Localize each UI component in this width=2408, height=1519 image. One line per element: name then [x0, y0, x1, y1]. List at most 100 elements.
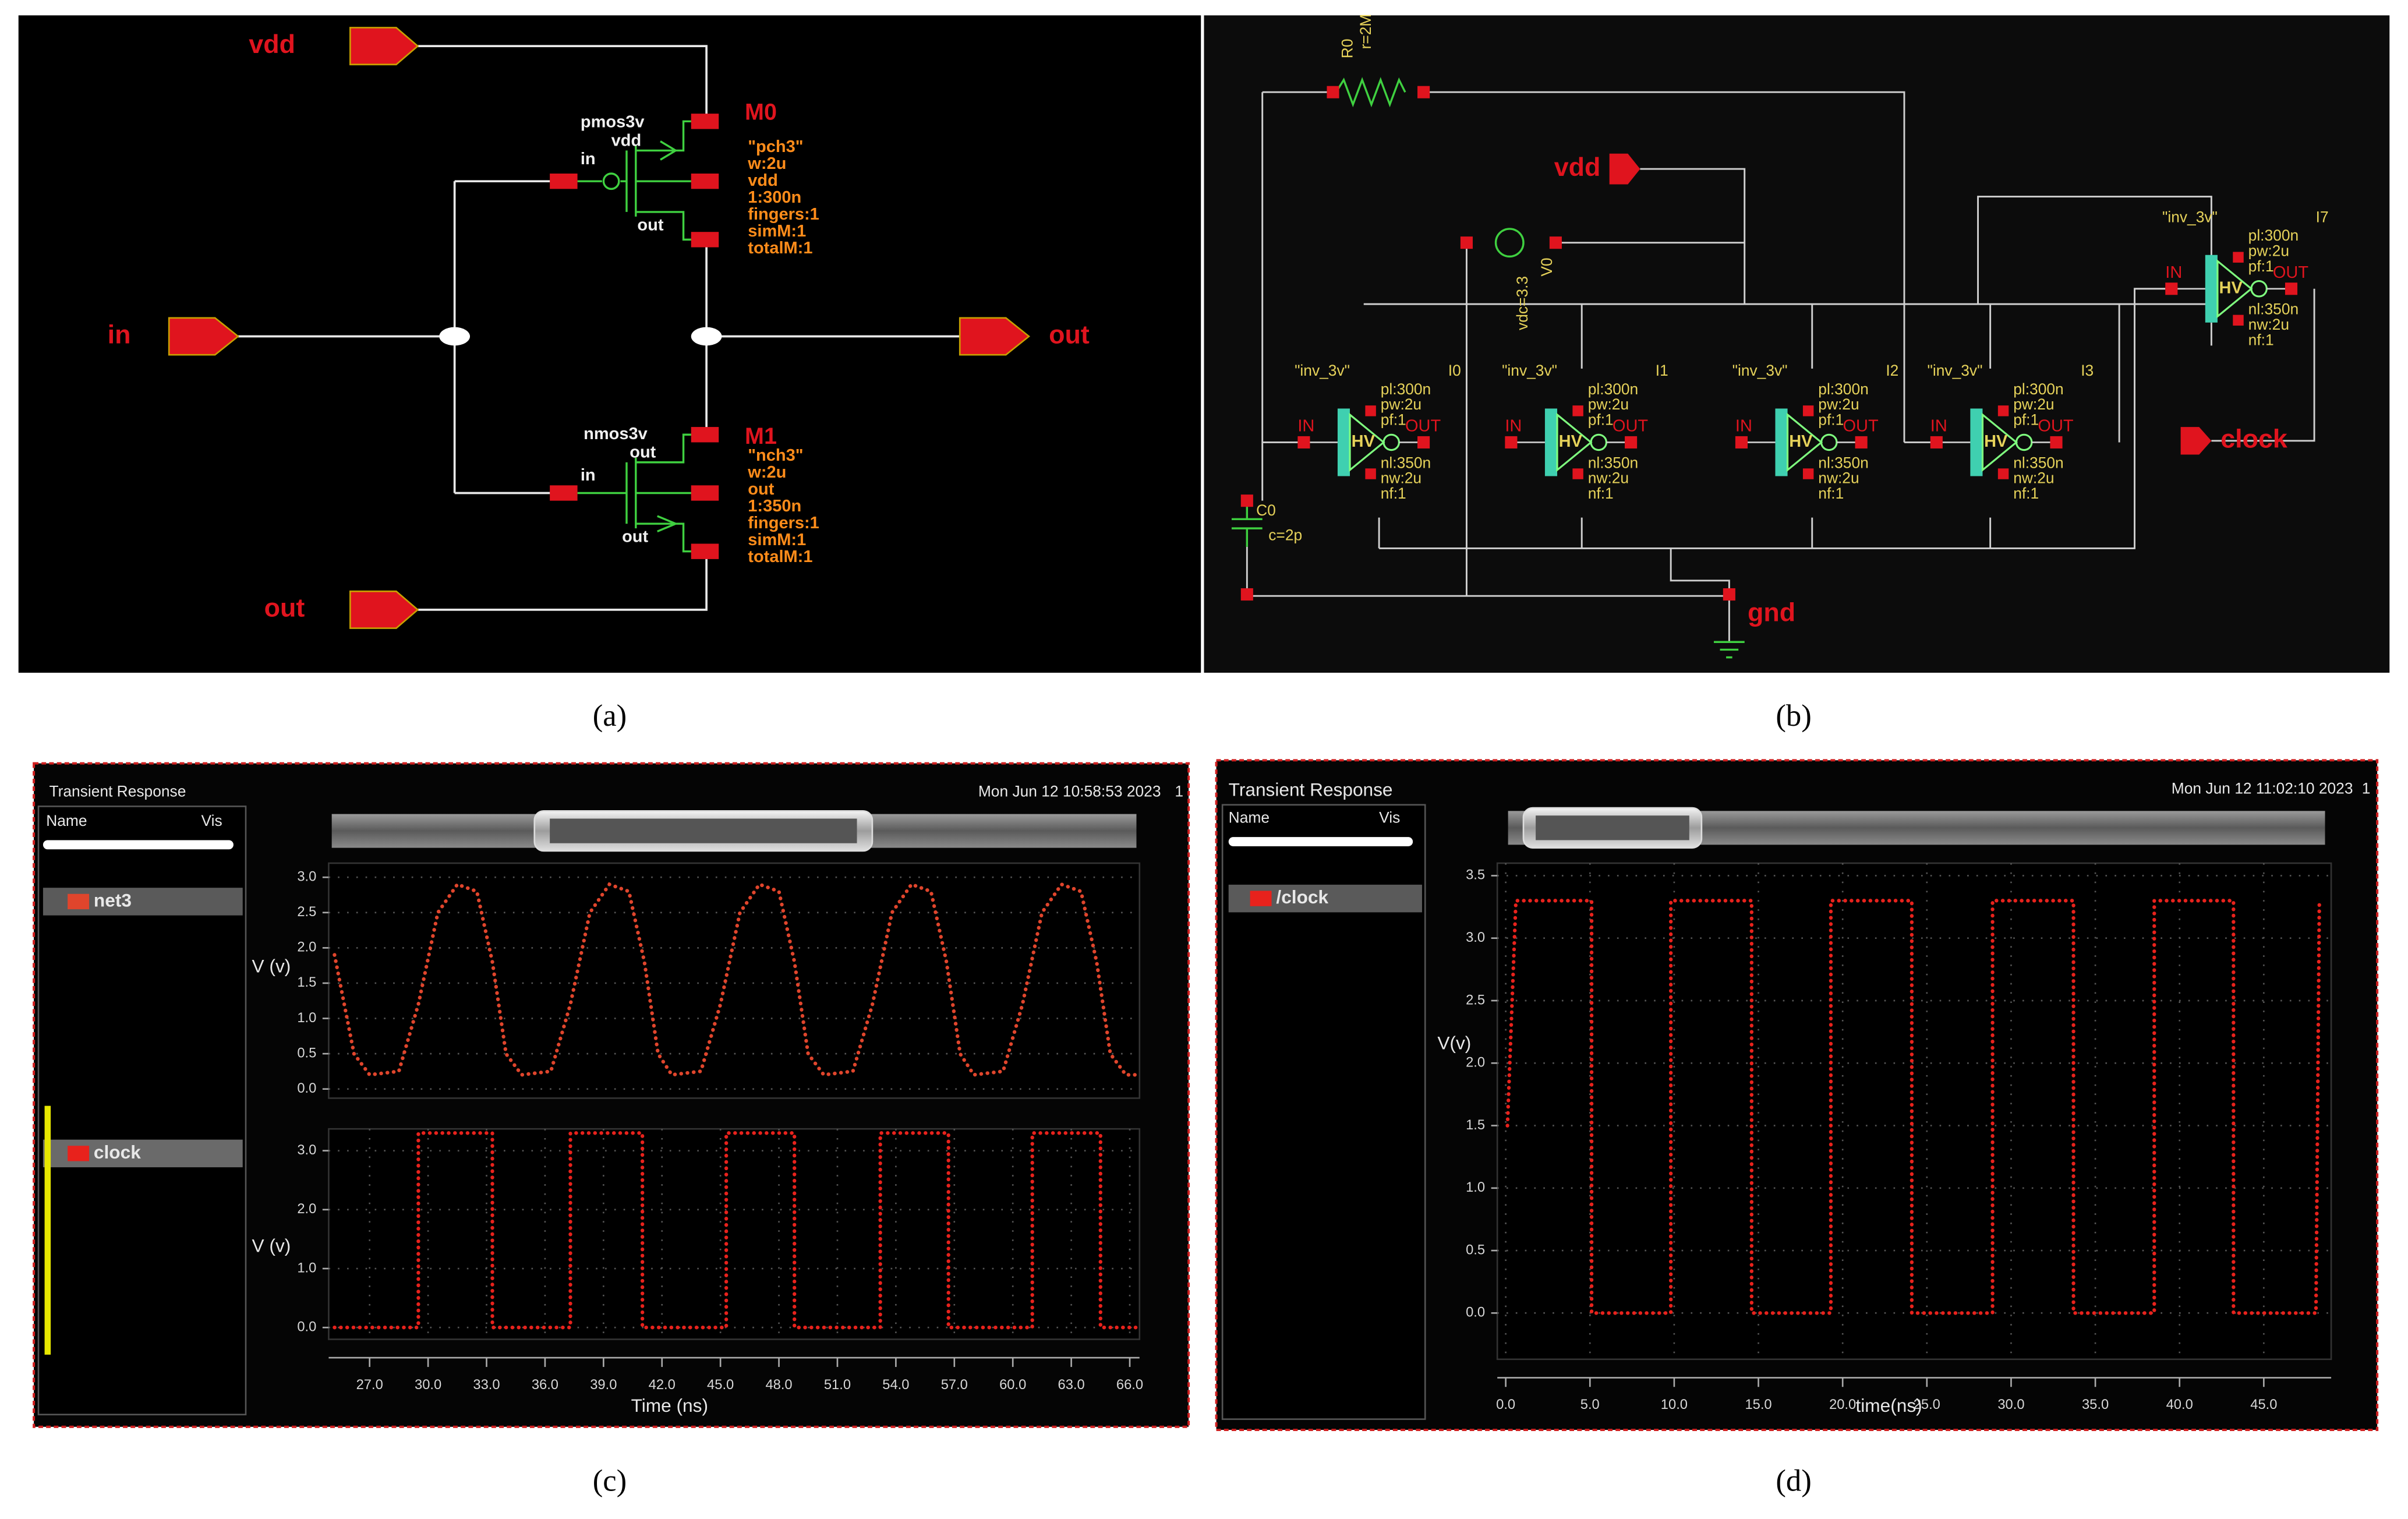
terminal — [2233, 252, 2244, 263]
panel — [1204, 15, 2390, 673]
terminal-label: out — [630, 443, 656, 462]
terminal — [1802, 468, 1814, 479]
terminal — [1365, 468, 1376, 479]
cell-name: "inv_3v" — [2162, 208, 2218, 225]
device-param: vdd — [748, 171, 778, 190]
device-param: fingers:1 — [748, 514, 819, 532]
instance-param: nf:1 — [2013, 485, 2039, 502]
x-tick-label: 40.0 — [2166, 1397, 2193, 1412]
scroll-knob-inner — [550, 818, 857, 843]
legend-entry: clock — [94, 1142, 141, 1163]
instance-param: nl:350n — [1381, 454, 1431, 471]
caption: (b) — [1776, 699, 1812, 733]
window-title: Transient Response — [1229, 779, 1393, 800]
cell-name: "inv_3v" — [1295, 362, 1350, 379]
inverter-bar — [2205, 255, 2218, 323]
terminal-label: in — [581, 150, 596, 168]
inverter-body — [1349, 412, 1385, 472]
instance-param: nf:1 — [1381, 485, 1406, 502]
inverter-core: HV — [1559, 432, 1583, 451]
nmos-symbol — [577, 433, 695, 553]
x-tick-label: 15.0 — [1745, 1397, 1771, 1412]
y-tick-label: 0.5 — [297, 1045, 316, 1061]
x-axis-label: Time (ns) — [631, 1395, 708, 1416]
terminal — [1240, 588, 1253, 601]
pin-label: out — [1049, 320, 1090, 349]
terminal-label: in — [581, 466, 596, 485]
page-number: 1 — [1175, 783, 1183, 800]
y-axis-label: V(v) — [1437, 1033, 1471, 1054]
x-tick-label: 27.0 — [356, 1377, 383, 1393]
terminal — [1327, 86, 1339, 98]
terminal — [2050, 436, 2063, 449]
port-label: IN — [2165, 263, 2182, 282]
terminal-label: out — [622, 528, 648, 546]
device-param: "nch3" — [748, 446, 803, 465]
terminal — [1997, 468, 2009, 479]
terminal — [2165, 282, 2178, 295]
inverter-core: HV — [1789, 432, 1813, 451]
instance-param: nf:1 — [1588, 485, 1614, 502]
x-tick-label: 30.0 — [1997, 1397, 2024, 1412]
instance-param: pl:300n — [2013, 380, 2063, 398]
instance-param: pf:1 — [2248, 257, 2274, 275]
scroll-knob-inner — [1536, 815, 1689, 840]
terminal — [1572, 468, 1583, 479]
inverter-bar — [1970, 408, 1983, 476]
model: pmos3v — [581, 113, 645, 132]
terminal — [1240, 494, 1253, 507]
terminal — [691, 114, 719, 129]
x-tick-label: 66.0 — [1116, 1377, 1143, 1393]
cell-name: "inv_3v" — [1928, 362, 1983, 379]
instance-param: pw:2u — [1588, 395, 1629, 413]
port-label: IN — [1735, 417, 1752, 436]
x-tick-label: 60.0 — [999, 1377, 1026, 1393]
inverter-bar — [1544, 408, 1558, 476]
search-box — [43, 840, 234, 850]
ground-symbol — [1713, 641, 1745, 659]
inverter-body — [1786, 412, 1823, 472]
plot-area — [328, 862, 1141, 1099]
instance-param: pf:1 — [2013, 411, 2039, 429]
device-param: totalM:1 — [748, 239, 812, 257]
column-header: Vis — [1379, 808, 1400, 826]
cell-name: "inv_3v" — [1502, 362, 1557, 379]
instance-param: nl:350n — [2013, 454, 2063, 471]
x-tick-label: 57.0 — [941, 1377, 968, 1393]
instance-name: I0 — [1448, 362, 1461, 379]
x-tick-label: 10.0 — [1661, 1397, 1688, 1412]
pin-label: vdd — [249, 30, 295, 59]
port-label: IN — [1930, 417, 1947, 436]
device-param: simM:1 — [748, 531, 806, 549]
y-tick-label: 2.5 — [297, 905, 316, 920]
junction — [691, 327, 722, 346]
terminal — [1297, 436, 1310, 449]
pin — [168, 27, 1030, 629]
terminal — [1855, 436, 1868, 449]
y-tick-label: 3.0 — [297, 1143, 316, 1158]
x-tick-label: 36.0 — [532, 1377, 558, 1393]
terminal — [1417, 436, 1430, 449]
inverter-bar — [1775, 408, 1788, 476]
terminal — [1549, 236, 1562, 249]
pin-label: vdd — [1554, 153, 1601, 182]
x-tick-label: 30.0 — [415, 1377, 441, 1393]
x-tick-label: 5.0 — [1580, 1397, 1600, 1412]
terminal — [550, 173, 578, 189]
y-tick-label: 3.5 — [1466, 868, 1485, 883]
terminal — [691, 543, 719, 559]
device-param: "pch3" — [748, 137, 803, 156]
y-tick-label: 3.0 — [297, 869, 316, 884]
source — [1494, 228, 1525, 258]
inverter-body — [2216, 259, 2253, 319]
device-param: totalM:1 — [748, 547, 812, 566]
y-tick-label: 2.0 — [297, 1202, 316, 1217]
instance-param: pf:1 — [1381, 411, 1406, 429]
inverter-bar — [1337, 408, 1350, 476]
port-label: OUT — [1843, 417, 1879, 436]
terminal — [691, 173, 719, 189]
terminal — [1930, 436, 1943, 449]
instance-name: I2 — [1886, 362, 1898, 379]
